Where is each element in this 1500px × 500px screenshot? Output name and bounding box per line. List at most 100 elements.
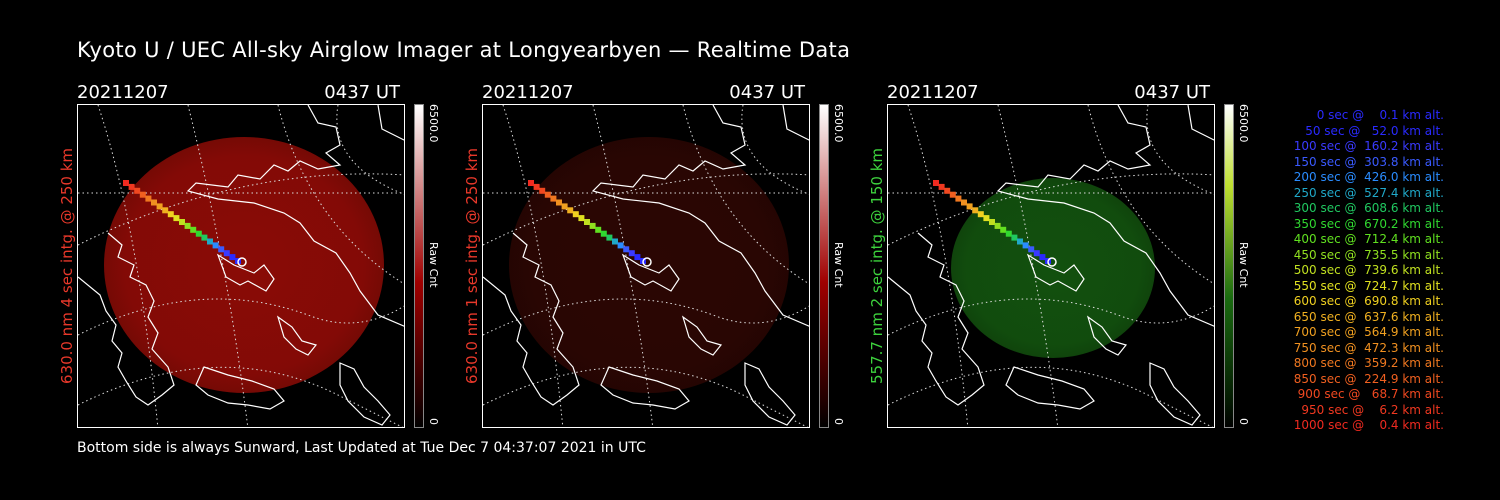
altitude-time-legend: 0 sec @ 0.1 km alt. 50 sec @ 52.0 km alt.… — [1268, 108, 1444, 434]
trajectory-point — [128, 183, 135, 190]
graticule-line — [78, 366, 404, 427]
graticule-line — [888, 173, 1214, 246]
trajectory-point — [600, 230, 607, 237]
trajectory-point — [544, 191, 551, 198]
panel-2-allsky-image — [482, 104, 810, 428]
coastline — [276, 315, 318, 356]
trajectory-point — [1017, 238, 1023, 245]
graticule-line — [97, 105, 159, 427]
station-marker — [1047, 257, 1057, 267]
panel-1-allsky-image — [77, 104, 405, 428]
trajectory-point — [584, 219, 590, 225]
legend-row: 450 sec @ 735.5 km alt. — [1293, 247, 1444, 262]
station-marker — [237, 257, 247, 267]
coastline — [1005, 366, 1095, 410]
panel-1-date: 20211207 — [77, 82, 169, 103]
trajectory-point — [1011, 234, 1018, 241]
coastline — [996, 105, 1214, 327]
legend-row: 800 sec @ 359.2 km alt. — [1293, 356, 1444, 370]
trajectory-point — [612, 238, 618, 245]
trajectory-point — [966, 203, 973, 210]
graticule-line — [502, 105, 564, 427]
trajectory-point — [977, 211, 984, 218]
panel-1-colorbar — [414, 104, 424, 428]
graticule-line — [741, 105, 809, 195]
trajectory-point — [994, 222, 1001, 229]
trajectory-point — [972, 207, 979, 214]
footer-status: Bottom side is always Sunward, Last Upda… — [77, 440, 646, 456]
coastline — [744, 362, 796, 426]
legend-row: 400 sec @ 712.4 km alt. — [1293, 232, 1444, 246]
trajectory-point — [539, 187, 546, 194]
trajectory-point — [162, 207, 169, 214]
legend-row: 150 sec @ 303.8 km alt. — [1293, 154, 1444, 169]
trajectory-point — [989, 219, 995, 225]
legend-row: 500 sec @ 739.6 km alt. — [1293, 263, 1444, 277]
graticule-line — [277, 105, 404, 285]
panel-2-time: 0437 UT — [729, 82, 805, 103]
coastline — [591, 105, 809, 327]
graticule-line — [888, 366, 1214, 427]
trajectory-point — [1033, 250, 1040, 257]
coastline — [888, 232, 985, 406]
trajectory-point — [983, 215, 990, 222]
trajectory-point — [173, 215, 180, 222]
trajectory-point — [944, 187, 951, 194]
coastline — [78, 232, 175, 406]
legend-row: 550 sec @ 724.7 km alt. — [1293, 278, 1444, 293]
trajectory-point — [961, 199, 967, 206]
legend-row: 700 sec @ 564.9 km alt. — [1293, 325, 1444, 339]
trajectory-point — [1022, 242, 1029, 249]
trajectory-point — [561, 203, 568, 210]
coastline — [782, 105, 809, 141]
trajectory-point — [589, 222, 596, 229]
trajectory-point — [628, 250, 635, 257]
coastline — [1149, 362, 1201, 426]
panel-1-time: 0437 UT — [324, 82, 400, 103]
trajectory-point — [184, 222, 191, 229]
graticule-line — [682, 105, 809, 285]
coastline — [377, 105, 404, 141]
graticule-line — [1087, 105, 1214, 285]
coastline — [681, 315, 723, 356]
panel-3-date: 20211207 — [887, 82, 979, 103]
trajectory-point — [955, 195, 962, 202]
trajectory-point — [190, 226, 197, 233]
panel-3-colorbar-min: 0 — [1237, 418, 1250, 425]
legend-row: 50 sec @ 52.0 km alt. — [1305, 123, 1444, 138]
coastline — [186, 105, 404, 327]
coastline — [483, 232, 580, 406]
legend-row: 300 sec @ 608.6 km alt. — [1293, 201, 1444, 215]
trajectory-point — [533, 183, 540, 190]
trajectory-point — [578, 215, 585, 222]
panel-1-colorbar-unit: Raw Cnt — [427, 242, 440, 288]
page-title: Kyoto U / UEC All-sky Airglow Imager at … — [77, 38, 851, 62]
panel-3-time: 0437 UT — [1134, 82, 1210, 103]
legend-row: 900 sec @ 68.7 km alt. — [1297, 387, 1444, 401]
legend-row: 0 sec @ 0.1 km alt. — [1316, 108, 1444, 122]
trajectory-point — [949, 191, 956, 198]
panel-1-map — [77, 104, 405, 428]
panel-3-wavelength-label: 557.7 nm 2 sec intg. @ 150 km — [868, 147, 886, 385]
graticule-line — [78, 173, 404, 246]
trajectory-point — [156, 203, 163, 210]
trajectory-point — [528, 180, 534, 186]
graticule-line — [336, 105, 404, 195]
panel-2-colorbar-unit: Raw Cnt — [832, 242, 845, 288]
trajectory-point — [1000, 226, 1007, 233]
trajectory-point — [556, 199, 562, 206]
legend-row: 600 sec @ 690.8 km alt. — [1293, 294, 1444, 308]
legend-row: 250 sec @ 527.4 km alt. — [1293, 185, 1444, 200]
trajectory-point — [179, 219, 185, 225]
trajectory-point — [572, 211, 579, 218]
coastline — [1086, 315, 1128, 356]
legend-row: 1000 sec @ 0.4 km alt. — [1293, 418, 1444, 432]
trajectory-point — [134, 187, 141, 194]
trajectory-point — [938, 183, 945, 190]
trajectory-point — [634, 254, 641, 261]
graticule-line — [907, 105, 969, 427]
panel-3-colorbar-max: 6500.0 — [1237, 104, 1250, 143]
panel-1-colorbar-min: 0 — [427, 418, 440, 425]
coastline — [195, 366, 285, 410]
trajectory-point — [139, 191, 146, 198]
